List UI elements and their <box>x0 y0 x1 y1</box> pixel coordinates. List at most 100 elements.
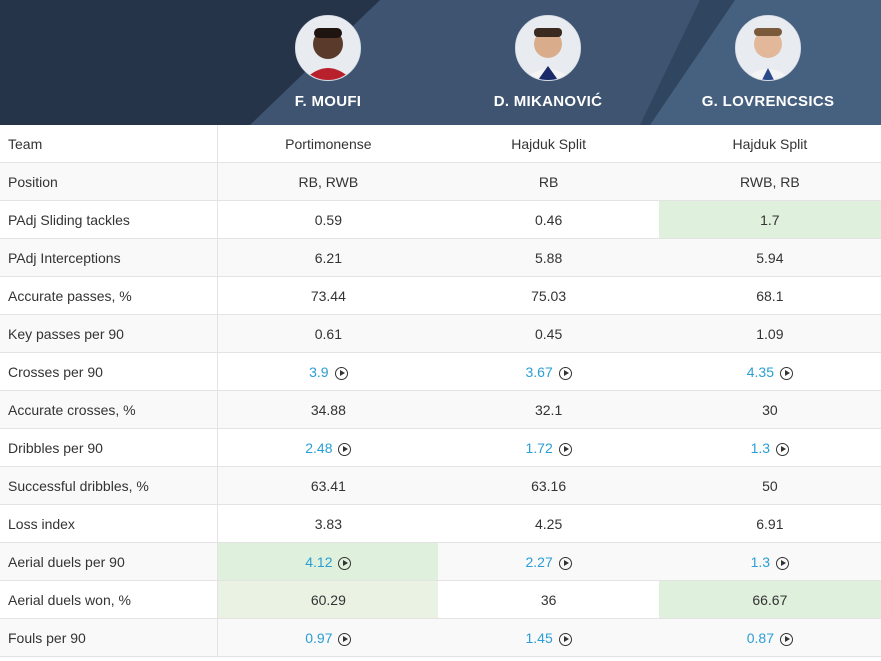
stat-value: 5.88 <box>438 238 659 277</box>
stat-cell-video: 4.35 <box>658 352 881 391</box>
stat-value: RWB, RB <box>658 162 881 201</box>
player-column-header-1: F. MOUFI <box>218 0 438 125</box>
stat-value: 6.21 <box>217 238 439 277</box>
play-video-icon[interactable] <box>558 366 572 380</box>
stat-value: 34.88 <box>217 390 439 429</box>
stat-value: 0.45 <box>438 314 659 353</box>
stat-value: 5.94 <box>658 238 881 277</box>
stat-value-best: 1.7 <box>658 200 881 239</box>
stat-value: 0.46 <box>438 200 659 239</box>
stat-link[interactable]: 1.45 <box>525 629 553 646</box>
stat-cell-video: 3.67 <box>438 352 659 391</box>
stats-comparison-table: Team Portimonense Hajduk Split Hajduk Sp… <box>0 125 881 657</box>
stat-value: 73.44 <box>217 276 439 315</box>
stat-value: 0.59 <box>217 200 439 239</box>
stat-value: Hajduk Split <box>438 125 659 163</box>
row-label: Dribbles per 90 <box>0 428 219 467</box>
stat-cell-video: 3.9 <box>217 352 439 391</box>
stat-cell-video-best: 4.12 <box>217 542 439 581</box>
table-row: Crosses per 90 3.9 3.67 4.35 <box>0 352 881 391</box>
stat-cell-video: 1.3 <box>658 542 881 581</box>
stat-value: 0.61 <box>217 314 439 353</box>
stat-value-good: 60.29 <box>217 580 439 619</box>
play-video-icon[interactable] <box>334 366 348 380</box>
player-column-header-2: D. MIKANOVIĆ <box>438 0 658 125</box>
row-label: Team <box>0 125 219 163</box>
table-row: Loss index 3.83 4.25 6.91 <box>0 504 881 543</box>
stat-link[interactable]: 0.97 <box>305 629 333 646</box>
table-row: Aerial duels per 90 4.12 2.27 1.3 <box>0 542 881 581</box>
stat-value-best: 66.67 <box>658 580 881 619</box>
stat-value: RB, RWB <box>217 162 439 201</box>
row-label: Accurate passes, % <box>0 276 219 315</box>
stat-value: 6.91 <box>658 504 881 543</box>
table-row: PAdj Interceptions 6.21 5.88 5.94 <box>0 238 881 277</box>
play-video-icon[interactable] <box>779 632 793 646</box>
stat-link[interactable]: 4.35 <box>746 363 774 380</box>
stat-cell-video: 1.45 <box>438 618 659 657</box>
play-video-icon[interactable] <box>558 632 572 646</box>
player-column-header-3: G. LOVRENCSICS <box>658 0 878 125</box>
row-label: Loss index <box>0 504 219 543</box>
stat-link[interactable]: 1.72 <box>525 439 553 456</box>
player-name-2[interactable]: D. MIKANOVIĆ <box>493 93 603 110</box>
play-video-icon[interactable] <box>558 556 572 570</box>
row-label: Successful dribbles, % <box>0 466 219 505</box>
table-row: Aerial duels won, % 60.29 36 66.67 <box>0 580 881 619</box>
stat-value: 32.1 <box>438 390 659 429</box>
row-label: Key passes per 90 <box>0 314 219 353</box>
play-video-icon[interactable] <box>776 442 790 456</box>
player-name-1[interactable]: F. MOUFI <box>294 93 362 110</box>
player-photo-1[interactable] <box>295 15 361 81</box>
row-label: PAdj Interceptions <box>0 238 219 277</box>
stat-value: 68.1 <box>658 276 881 315</box>
table-row: Successful dribbles, % 63.41 63.16 50 <box>0 466 881 505</box>
stat-link[interactable]: 0.87 <box>746 629 774 646</box>
stat-value: 36 <box>438 580 659 619</box>
player-photo-3[interactable] <box>735 15 801 81</box>
stat-value: 1.09 <box>658 314 881 353</box>
table-row: Dribbles per 90 2.48 1.72 1.3 <box>0 428 881 467</box>
play-video-icon[interactable] <box>338 556 352 570</box>
table-row: Fouls per 90 0.97 1.45 0.87 <box>0 618 881 657</box>
stat-link[interactable]: 1.3 <box>750 439 771 456</box>
comparison-header: F. MOUFI D. MIKANOVIĆ G. LOVRENCSICS <box>0 0 881 125</box>
stat-cell-video: 2.48 <box>217 428 439 467</box>
stat-value: 63.41 <box>217 466 439 505</box>
stat-link[interactable]: 1.3 <box>750 553 771 570</box>
table-row: PAdj Sliding tackles 0.59 0.46 1.7 <box>0 200 881 239</box>
stat-cell-video: 2.27 <box>438 542 659 581</box>
stat-cell-video: 0.97 <box>217 618 439 657</box>
play-video-icon[interactable] <box>776 556 790 570</box>
row-label: Aerial duels won, % <box>0 580 219 619</box>
row-label: Crosses per 90 <box>0 352 219 391</box>
play-video-icon[interactable] <box>779 366 793 380</box>
play-video-icon[interactable] <box>338 632 352 646</box>
row-label: PAdj Sliding tackles <box>0 200 219 239</box>
stat-link[interactable]: 3.9 <box>309 363 329 380</box>
row-label: Fouls per 90 <box>0 618 219 657</box>
stat-value: 75.03 <box>438 276 659 315</box>
stat-cell-video: 1.3 <box>658 428 881 467</box>
row-label: Accurate crosses, % <box>0 390 219 429</box>
table-row: Accurate passes, % 73.44 75.03 68.1 <box>0 276 881 315</box>
stat-value: 4.25 <box>438 504 659 543</box>
player-name-3[interactable]: G. LOVRENCSICS <box>701 93 835 110</box>
stat-value: 3.83 <box>217 504 439 543</box>
stat-link[interactable]: 2.48 <box>305 439 333 456</box>
play-video-icon[interactable] <box>558 442 572 456</box>
player-photo-2[interactable] <box>515 15 581 81</box>
row-label: Aerial duels per 90 <box>0 542 219 581</box>
stat-link[interactable]: 3.67 <box>525 363 553 380</box>
stat-value: 63.16 <box>438 466 659 505</box>
stat-value: Hajduk Split <box>658 125 881 163</box>
stat-link[interactable]: 4.12 <box>305 553 333 570</box>
stat-cell-video: 1.72 <box>438 428 659 467</box>
stat-cell-video: 0.87 <box>658 618 881 657</box>
row-label: Position <box>0 162 219 201</box>
table-row: Team Portimonense Hajduk Split Hajduk Sp… <box>0 125 881 163</box>
stat-value: 30 <box>658 390 881 429</box>
play-video-icon[interactable] <box>338 442 352 456</box>
stat-value: Portimonense <box>217 125 439 163</box>
stat-link[interactable]: 2.27 <box>525 553 553 570</box>
